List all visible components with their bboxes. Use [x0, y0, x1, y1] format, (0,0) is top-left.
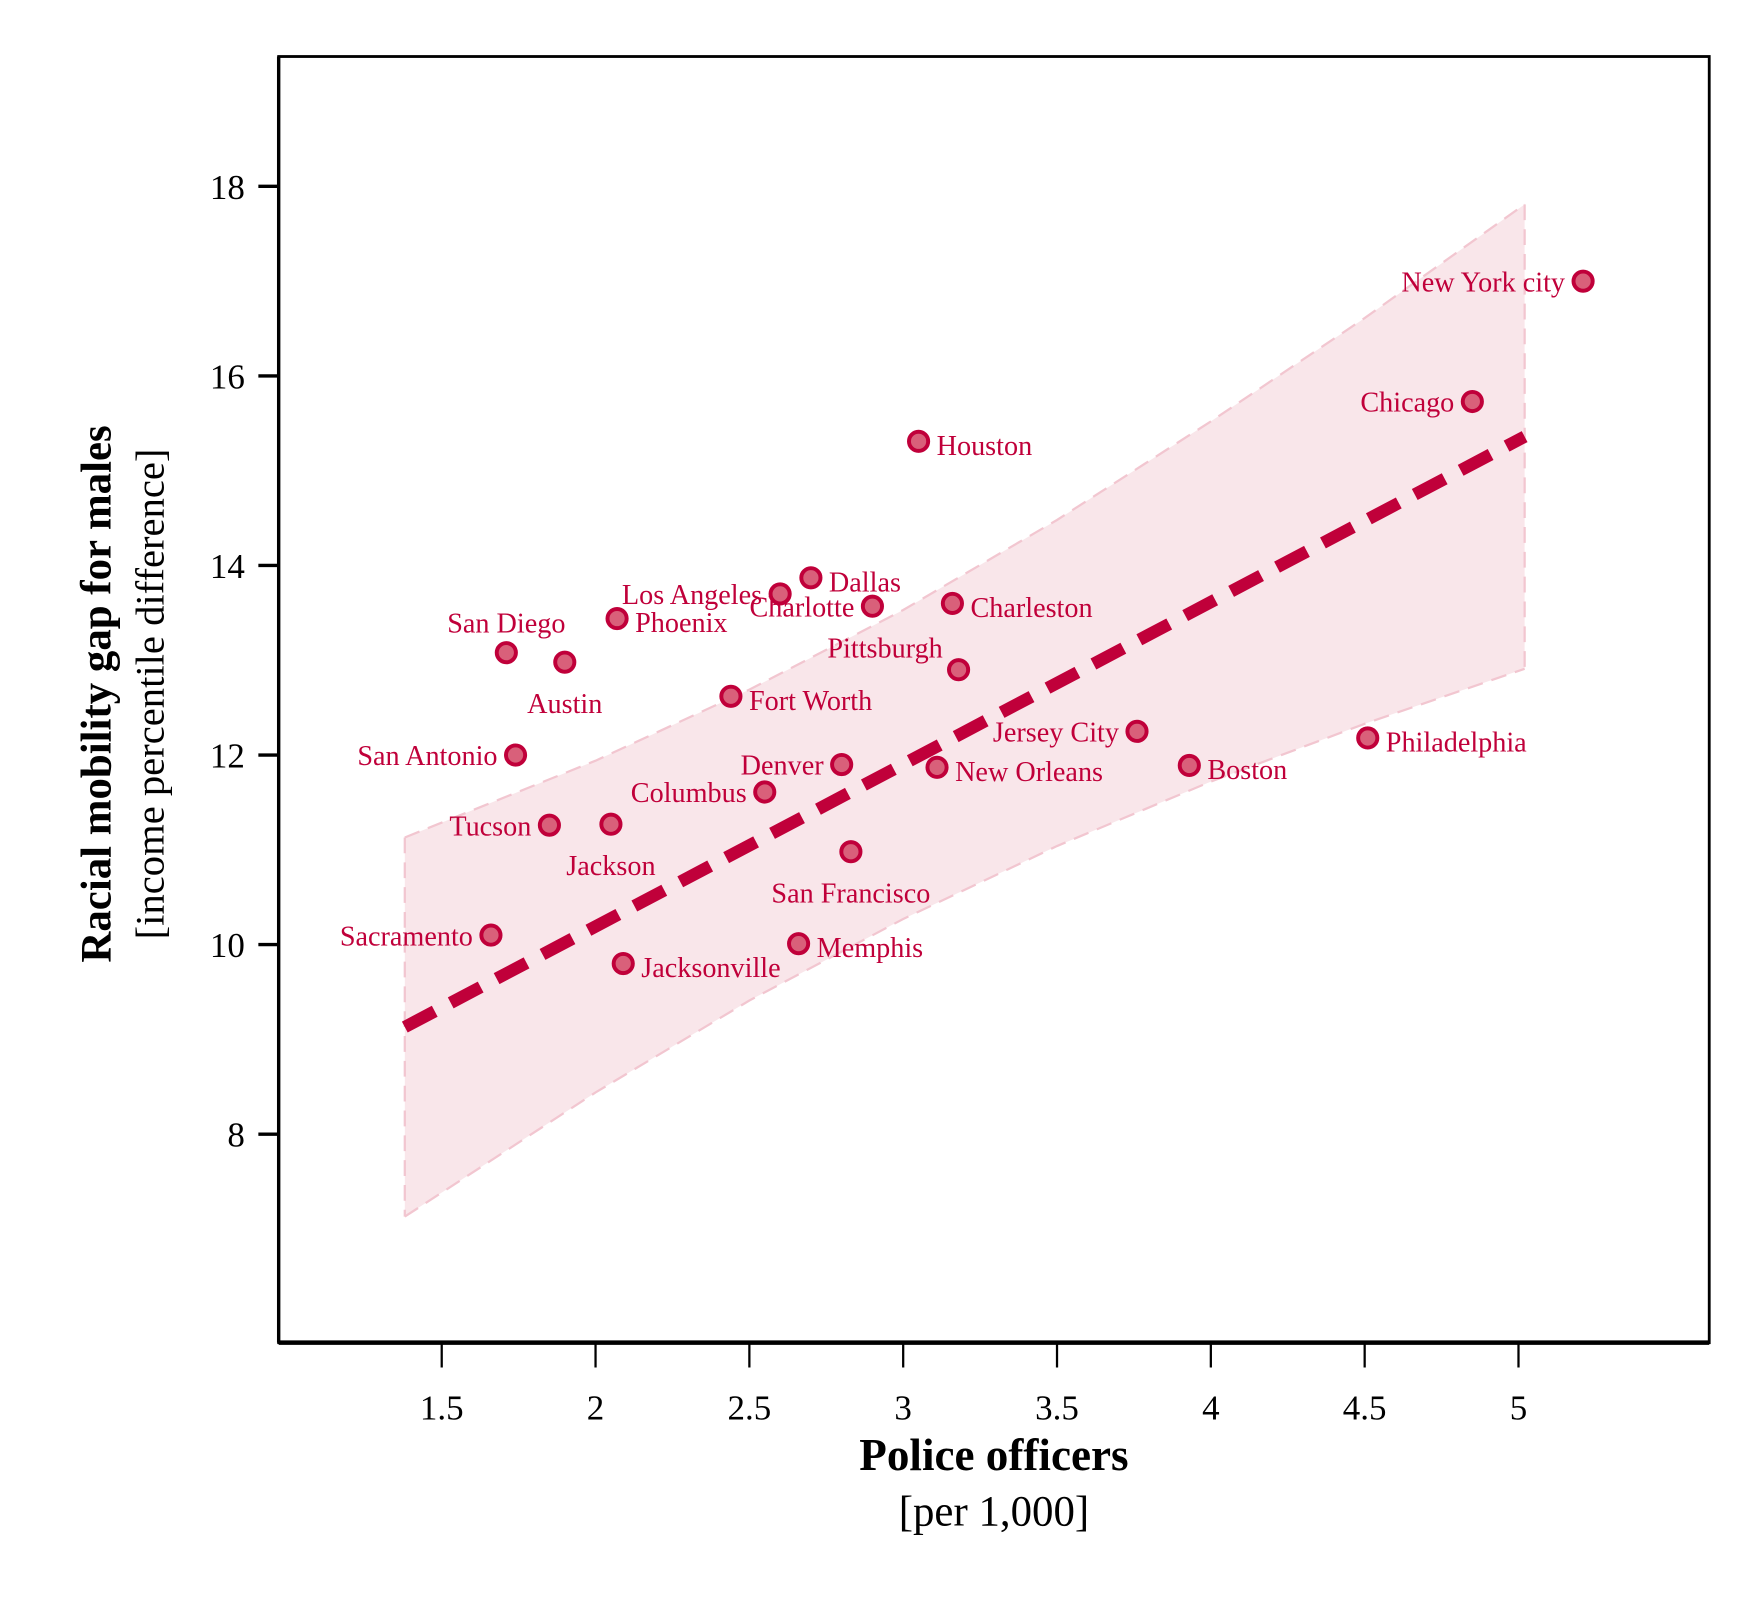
x-tick-label: 2 — [587, 1388, 604, 1427]
point-label: Pittsburgh — [827, 633, 942, 664]
point-label: Charleston — [970, 593, 1092, 624]
data-point — [1177, 753, 1201, 778]
y-tick-label: 14 — [210, 547, 245, 586]
point-label: Fort Worth — [749, 686, 872, 717]
data-point — [1460, 389, 1484, 414]
data-point — [907, 429, 931, 453]
data-point — [830, 752, 854, 777]
point-label: Charlotte — [749, 592, 854, 623]
data-point — [537, 813, 561, 837]
point-label: Houston — [937, 431, 1033, 462]
y-axis-title: Racial mobility gap for males — [74, 425, 121, 962]
point-label: Tucson — [449, 811, 531, 842]
point-label: New York city — [1401, 267, 1565, 298]
x-axis-title: Police officers — [859, 1430, 1128, 1480]
x-tick-label: 3.5 — [1035, 1388, 1079, 1427]
point-label: Dallas — [829, 567, 901, 598]
data-point — [1125, 719, 1149, 743]
x-tick-label: 4.5 — [1343, 1388, 1387, 1427]
point-label: Philadelphia — [1386, 728, 1527, 759]
confidence-band — [404, 204, 1525, 1217]
point-label: Denver — [741, 751, 825, 782]
data-point — [925, 755, 949, 779]
data-point — [611, 951, 635, 976]
data-point — [799, 566, 823, 590]
x-axis-subtitle: [per 1,000] — [899, 1488, 1089, 1535]
point-label: Austin — [527, 689, 602, 720]
point-label: Sacramento — [340, 921, 473, 952]
data-point — [605, 606, 629, 631]
points-layer: New York city Chicago Houston Dallas Los Ang… — [340, 267, 1595, 984]
point-label: Boston — [1207, 755, 1287, 786]
data-point — [503, 743, 528, 767]
point-label: New Orleans — [955, 757, 1103, 788]
data-point — [479, 923, 503, 947]
point-label: Chicago — [1360, 388, 1454, 419]
point-label: Jacksonville — [641, 953, 780, 984]
point-label: San Diego — [447, 608, 565, 639]
y-tick-label: 12 — [210, 736, 245, 775]
point-label: Los Angeles — [622, 580, 762, 611]
confidence-band-layer — [403, 203, 1526, 1218]
fit-line-layer — [401, 431, 1528, 1033]
data-point — [719, 684, 743, 708]
y-ticks: 8 10 12 14 16 18 — [210, 168, 279, 1155]
point-label: Jersey City — [993, 717, 1119, 748]
x-ticks: 1.5 2 2.5 3 3.5 4 4.5 5 — [420, 1342, 1527, 1427]
x-tick-label: 5 — [1510, 1388, 1527, 1427]
band-upper-edge — [404, 203, 1526, 839]
data-point — [494, 641, 518, 665]
point-label: San Francisco — [771, 878, 930, 909]
data-point — [940, 591, 964, 615]
data-point — [553, 650, 577, 674]
data-point — [787, 932, 811, 956]
point-label: San Antonio — [357, 741, 497, 772]
data-point — [860, 594, 884, 618]
y-axis-subtitle: [income percentile difference] — [128, 449, 173, 940]
x-tick-label: 4 — [1202, 1388, 1219, 1427]
point-label: Phoenix — [635, 608, 727, 639]
data-point — [753, 780, 777, 804]
data-point — [1571, 269, 1595, 293]
data-point — [599, 812, 623, 836]
y-tick-label: 10 — [210, 926, 245, 965]
data-point — [839, 840, 863, 864]
data-point — [947, 658, 971, 682]
y-tick-label: 8 — [227, 1116, 244, 1155]
x-tick-label: 3 — [894, 1388, 911, 1427]
point-label: Columbus — [631, 778, 747, 809]
x-tick-label: 2.5 — [728, 1388, 772, 1427]
fit-line — [401, 431, 1528, 1033]
band-lower-edge — [404, 667, 1526, 1218]
y-tick-label: 16 — [210, 357, 245, 396]
point-label: Jackson — [566, 851, 655, 882]
y-tick-label: 18 — [210, 168, 245, 207]
data-point — [1356, 726, 1380, 750]
data-point — [768, 582, 792, 606]
point-label: Memphis — [817, 933, 924, 964]
x-tick-label: 1.5 — [420, 1388, 464, 1427]
